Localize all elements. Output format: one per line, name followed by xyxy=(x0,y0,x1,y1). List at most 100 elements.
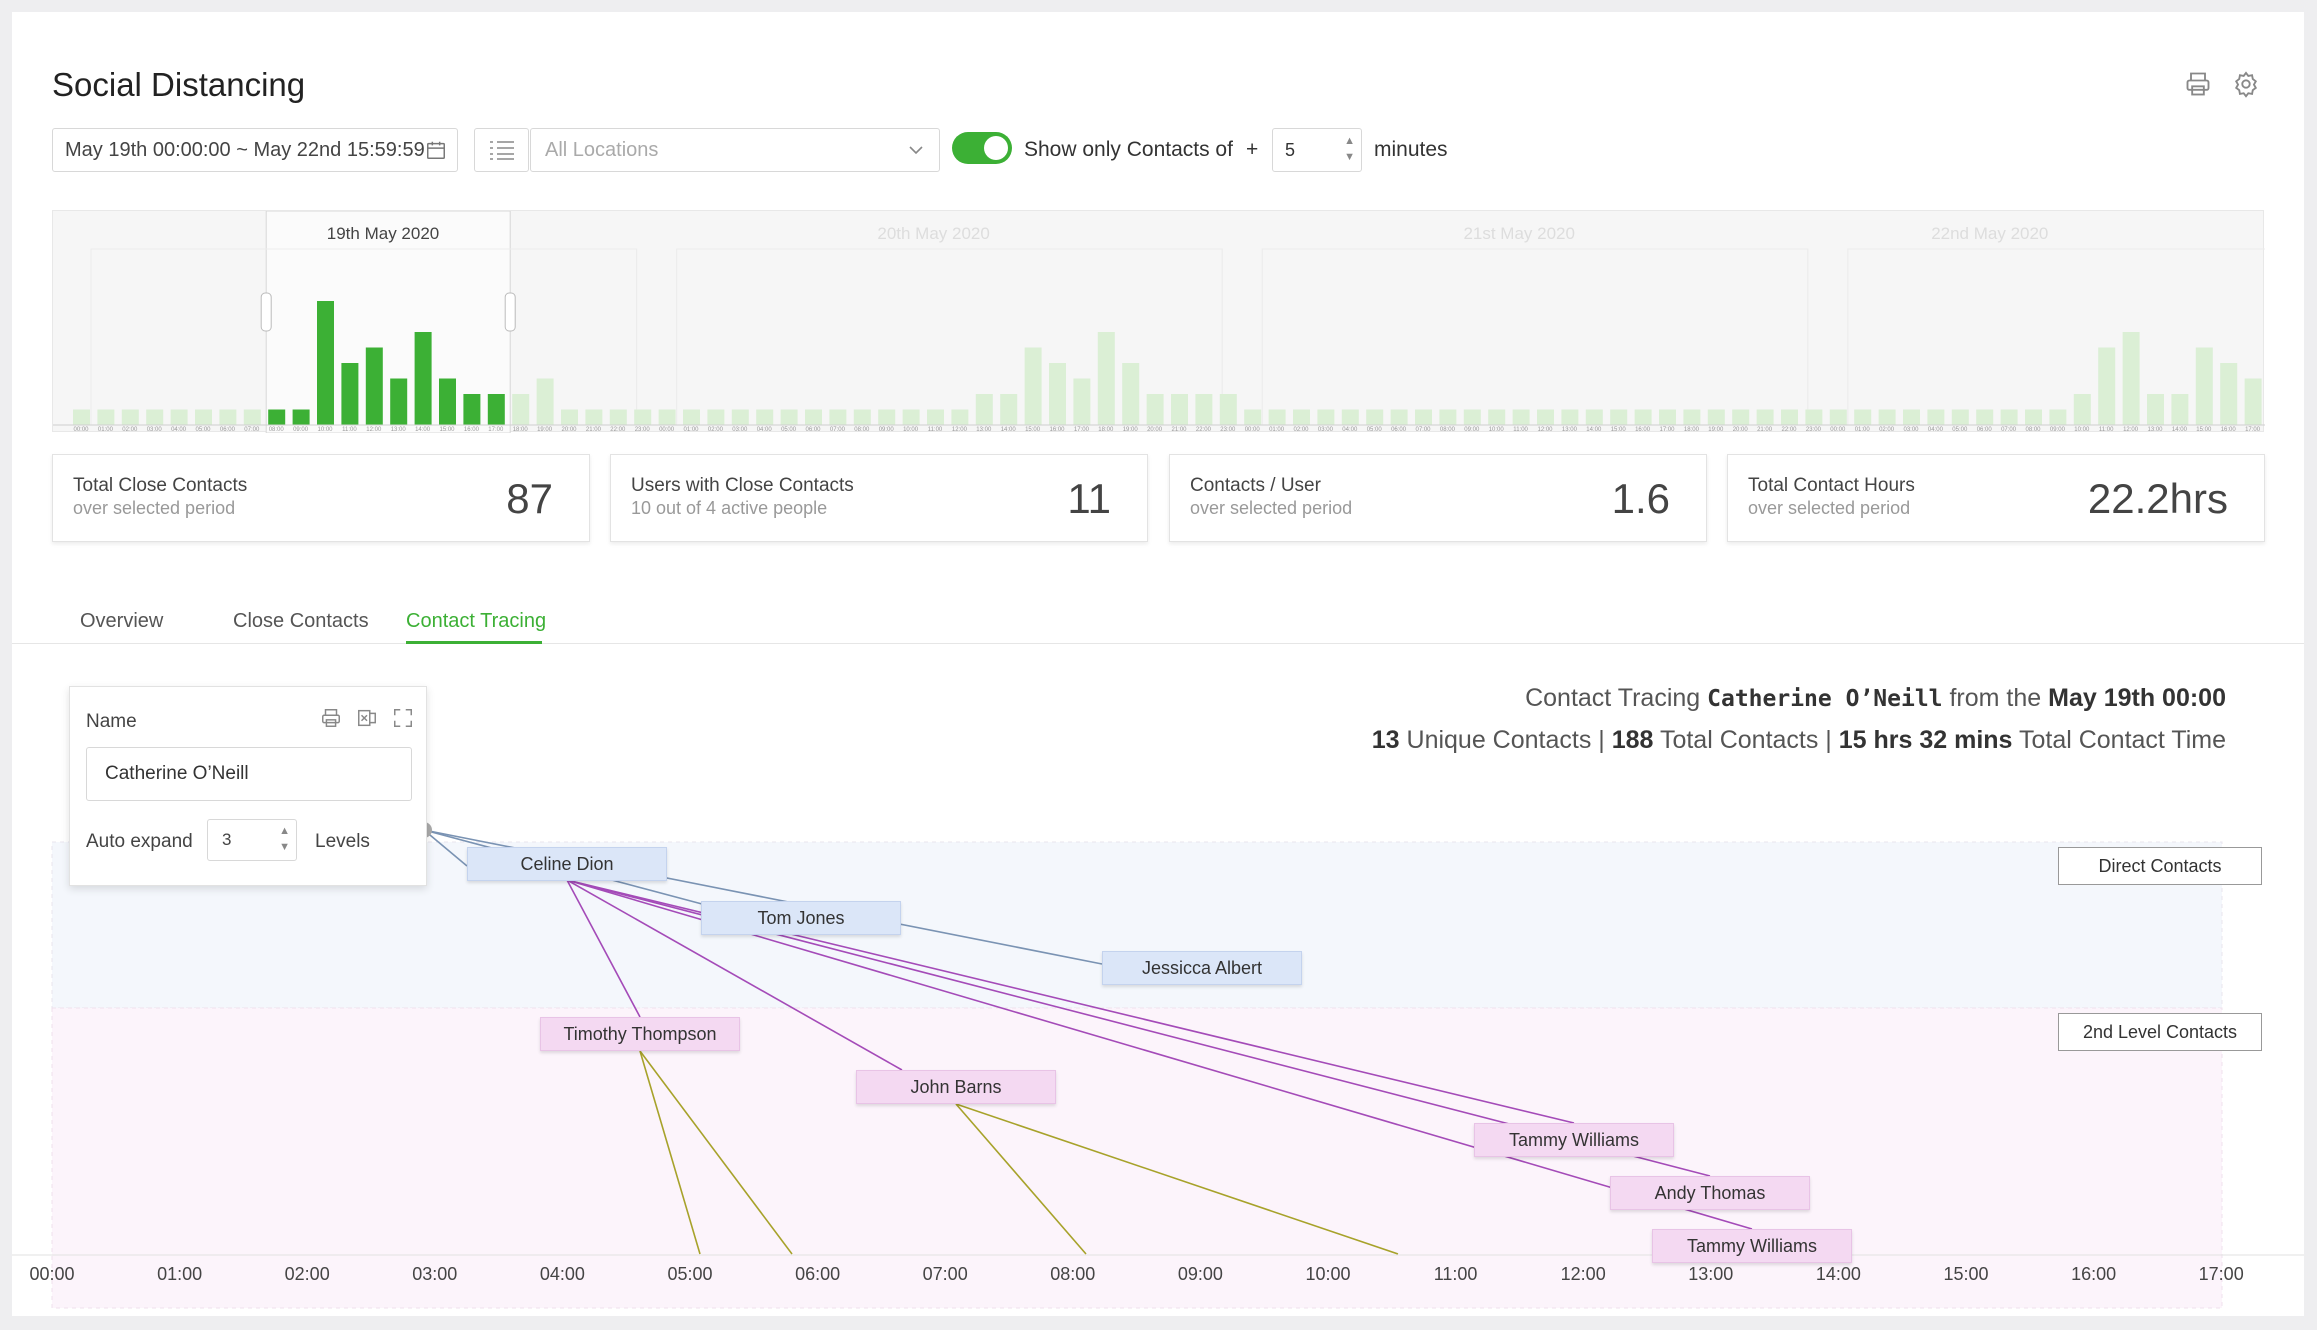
node-jessicca-albert[interactable]: Jessicca Albert xyxy=(1102,951,1302,985)
time-axis-tick: 15:00 xyxy=(1943,1264,1989,1284)
expand-icon[interactable] xyxy=(392,707,414,734)
node-andy-thomas[interactable]: Andy Thomas xyxy=(1610,1176,1810,1210)
printer-icon[interactable] xyxy=(2184,70,2212,98)
minutes-stepper[interactable]: 5 ▲ ▼ xyxy=(1272,128,1362,172)
node-timothy-thompson[interactable]: Timothy Thompson xyxy=(540,1017,740,1051)
minutes-value: 5 xyxy=(1285,140,1296,160)
page-title: Social Distancing xyxy=(52,66,306,103)
tab-close-contacts[interactable]: Close Contacts xyxy=(233,610,369,632)
timeline-hour-tick: 22:00 xyxy=(610,427,626,433)
minutes-label: minutes xyxy=(1374,138,1448,161)
date-range-text: May 19th 00:00:00 ~ May 22nd 15:59:59 xyxy=(65,139,425,161)
timeline-hour-tick: 05:00 xyxy=(781,427,797,433)
timeline-bar xyxy=(1732,409,1750,425)
timeline-hour-tick: 17:00 xyxy=(2245,427,2261,433)
timeline-hour-tick: 01:00 xyxy=(1269,427,1285,433)
unique-contacts-count: 13 xyxy=(1371,726,1400,754)
tracing-person: Catherine O’Neill xyxy=(1707,686,1943,712)
contact-tracing-graph[interactable] xyxy=(12,644,2304,1316)
time-axis-tick: 12:00 xyxy=(1560,1264,1606,1284)
time-axis-tick: 05:00 xyxy=(667,1264,713,1284)
timeline-day-label: 19th May 2020 xyxy=(327,224,439,243)
timeline-bar xyxy=(1634,409,1652,425)
timeline-bar xyxy=(463,394,481,425)
timeline-bar xyxy=(1244,409,1262,425)
timeline-hour-tick: 15:00 xyxy=(1611,427,1627,433)
tab-overview[interactable]: Overview xyxy=(80,610,164,632)
timeline-hour-tick: 12:00 xyxy=(2123,427,2139,433)
timeline-hour-tick: 06:00 xyxy=(220,427,236,433)
show-only-toggle[interactable] xyxy=(952,132,1012,164)
timeline-bar xyxy=(756,409,774,425)
date-range-picker[interactable]: May 19th 00:00:00 ~ May 22nd 15:59:59 xyxy=(52,128,458,172)
timeline-chart[interactable]: 19th May 2020 20th May 2020 21st May 2020 2… xyxy=(52,210,2265,433)
timeline-hour-tick: 06:00 xyxy=(805,427,821,433)
tab-contact-tracing[interactable]: Contact Tracing xyxy=(406,610,547,632)
timeline-day-label: 21st May 2020 xyxy=(1463,224,1575,243)
timeline-bar xyxy=(219,409,237,425)
name-input[interactable]: Catherine O’Neill xyxy=(86,747,412,801)
node-tom-jones[interactable]: Tom Jones xyxy=(701,901,901,935)
timeline-hour-tick: 09:00 xyxy=(2050,427,2066,433)
timeline-bar xyxy=(1878,409,1896,425)
timeline-bar xyxy=(1463,409,1481,425)
timeline-hour-tick: 19:00 xyxy=(1708,427,1724,433)
gear-icon[interactable] xyxy=(2232,70,2260,98)
timeline-hour-tick: 01:00 xyxy=(1855,427,1871,433)
timeline-hour-tick: 14:00 xyxy=(1001,427,1017,433)
timeline-bar xyxy=(341,363,359,425)
tracing-start: May 19th 00:00 xyxy=(2048,684,2226,712)
total-contacts-count: 188 xyxy=(1611,726,1654,754)
timeline-day-label: 20th May 2020 xyxy=(877,224,989,243)
timeline-hour-tick: 21:00 xyxy=(1171,427,1187,433)
stepper-arrows-icon[interactable]: ▲ ▼ xyxy=(279,825,290,853)
printer-icon[interactable] xyxy=(320,707,342,734)
second-level-contacts-button[interactable]: 2nd Level Contacts xyxy=(2058,1013,2262,1051)
timeline-bar xyxy=(2195,347,2213,425)
timeline-hour-tick: 14:00 xyxy=(1586,427,1602,433)
levels-stepper[interactable]: 3 ▲ ▼ xyxy=(207,819,297,861)
time-axis-tick: 11:00 xyxy=(1433,1264,1478,1284)
timeline-hour-tick: 12:00 xyxy=(952,427,968,433)
timeline-bar xyxy=(1854,409,1872,425)
node-celine-dion[interactable]: Celine Dion xyxy=(467,847,667,881)
timeline-bar xyxy=(1561,409,1579,425)
timeline-bar xyxy=(1024,347,1042,425)
timeline-hour-tick: 12:00 xyxy=(366,427,382,433)
timeline-hour-tick: 04:00 xyxy=(1342,427,1358,433)
timeline-hour-tick: 03:00 xyxy=(1318,427,1334,433)
timeline-bar xyxy=(658,409,676,425)
timeline-hour-tick: 11:00 xyxy=(342,427,357,433)
timeline-hour-tick: 18:00 xyxy=(513,427,529,433)
timeline-bar xyxy=(97,409,115,425)
list-icon xyxy=(490,141,514,160)
timeline-bar xyxy=(829,409,847,425)
excel-icon[interactable] xyxy=(356,707,378,734)
timeline-bar xyxy=(1415,409,1432,425)
node-john-barns[interactable]: John Barns xyxy=(856,1070,1056,1104)
stepper-arrows-icon[interactable]: ▲ ▼ xyxy=(1344,135,1355,163)
levels-value: 3 xyxy=(222,830,232,849)
timeline-bar xyxy=(487,394,505,425)
timeline-hour-tick: 22:00 xyxy=(1196,427,1212,433)
node-tammy-williams-2[interactable]: Tammy Williams xyxy=(1652,1229,1852,1263)
location-select[interactable]: All Locations xyxy=(530,128,940,172)
time-axis-tick: 07:00 xyxy=(922,1264,968,1284)
timeline-bar xyxy=(439,378,456,425)
timeline-hour-tick: 11:00 xyxy=(928,427,943,433)
timeline-bar xyxy=(1488,409,1506,425)
node-tammy-williams[interactable]: Tammy Williams xyxy=(1474,1123,1674,1157)
direct-contacts-button[interactable]: Direct Contacts xyxy=(2058,847,2262,885)
time-axis-tick: 02:00 xyxy=(284,1264,330,1284)
timeline-day-frame xyxy=(676,248,1223,426)
timeline-hour-tick: 00:00 xyxy=(659,427,675,433)
timeline-hour-tick: 08:00 xyxy=(269,427,285,433)
timeline-bar xyxy=(1707,409,1725,425)
list-view-button[interactable] xyxy=(474,128,529,172)
timeline-bar xyxy=(707,409,725,425)
time-axis-tick: 00:00 xyxy=(29,1264,75,1284)
timeline-bar xyxy=(2171,394,2189,425)
timeline-hour-tick: 03:00 xyxy=(732,427,748,433)
stat-card-total-contact-hours: Total Contact Hours over selected period… xyxy=(1727,454,2265,542)
stat-card-total-close-contacts: Total Close Contacts over selected perio… xyxy=(52,454,590,542)
